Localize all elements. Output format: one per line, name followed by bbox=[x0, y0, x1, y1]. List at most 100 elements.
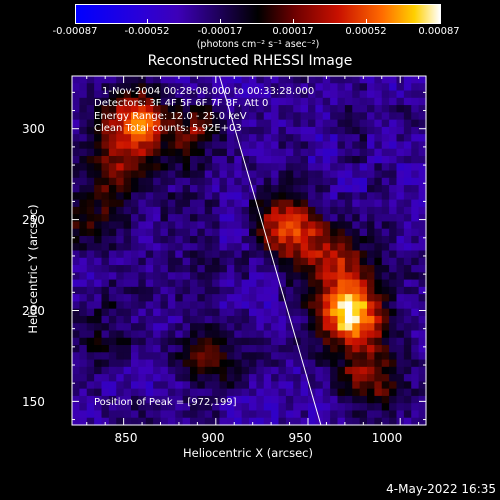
heatmap-cell bbox=[145, 170, 154, 179]
heatmap-cell bbox=[241, 294, 250, 302]
heatmap-cell bbox=[359, 214, 368, 223]
heatmap-cell bbox=[167, 83, 176, 92]
heatmap-cell bbox=[418, 148, 427, 157]
heatmap-cell bbox=[315, 352, 324, 361]
heatmap-cell bbox=[226, 185, 235, 193]
heatmap-cell bbox=[86, 257, 95, 266]
heatmap-cell bbox=[300, 141, 309, 150]
heatmap-cell bbox=[344, 206, 353, 215]
heatmap-cell bbox=[278, 308, 287, 317]
heatmap-cell bbox=[138, 403, 147, 412]
heatmap-cell bbox=[330, 76, 339, 84]
heatmap-cell bbox=[190, 403, 198, 412]
heatmap-cell bbox=[337, 374, 346, 382]
heatmap-cell bbox=[344, 315, 353, 324]
heatmap-cell bbox=[285, 83, 294, 92]
heatmap-cell bbox=[403, 388, 412, 397]
heatmap-cell bbox=[182, 126, 191, 135]
heatmap-cell bbox=[86, 345, 95, 353]
heatmap-cell bbox=[108, 97, 117, 106]
heatmap-cell bbox=[381, 301, 390, 310]
heatmap-cell bbox=[411, 170, 420, 179]
heatmap-cell bbox=[241, 134, 250, 143]
heatmap-cell bbox=[72, 308, 80, 317]
heatmap-cell bbox=[344, 301, 353, 310]
heatmap-cell bbox=[315, 381, 324, 390]
heatmap-cell bbox=[138, 395, 147, 404]
heatmap-cell bbox=[389, 323, 398, 332]
heatmap-cell bbox=[234, 97, 243, 106]
heatmap-cell bbox=[94, 410, 103, 419]
heatmap-cell bbox=[285, 265, 294, 273]
heatmap-cell bbox=[403, 214, 412, 223]
heatmap-cell bbox=[374, 352, 383, 361]
heatmap-cell bbox=[108, 345, 117, 353]
heatmap-cell bbox=[182, 279, 191, 288]
heatmap-cell bbox=[72, 403, 80, 412]
heatmap-cell bbox=[123, 403, 132, 412]
heatmap-cell bbox=[308, 374, 316, 382]
heatmap-cell bbox=[374, 294, 383, 302]
heatmap-cell bbox=[101, 112, 110, 121]
heatmap-cell bbox=[256, 410, 265, 419]
heatmap-cell bbox=[86, 83, 95, 92]
heatmap-cell bbox=[145, 192, 154, 201]
heatmap-cell bbox=[278, 337, 287, 346]
heatmap-cell bbox=[249, 417, 257, 426]
heatmap-cell bbox=[197, 148, 206, 157]
heatmap-cell bbox=[374, 243, 383, 252]
heatmap-cell bbox=[175, 366, 184, 375]
heatmap-cell bbox=[175, 177, 184, 186]
heatmap-cell bbox=[352, 185, 361, 193]
heatmap-cell bbox=[249, 235, 257, 244]
heatmap-cell bbox=[234, 192, 243, 201]
heatmap-cell bbox=[359, 308, 368, 317]
heatmap-cell bbox=[308, 286, 316, 295]
heatmap-cell bbox=[160, 170, 169, 179]
heatmap-cell bbox=[131, 112, 139, 121]
heatmap-cell bbox=[167, 185, 176, 193]
heatmap-cell bbox=[300, 257, 309, 266]
heatmap-cell bbox=[226, 265, 235, 273]
heatmap-cell bbox=[131, 294, 139, 302]
heatmap-cell bbox=[293, 323, 302, 332]
heatmap-cell bbox=[226, 308, 235, 317]
heatmap-cell bbox=[403, 417, 412, 426]
heatmap-cell bbox=[300, 105, 309, 113]
heatmap-cell bbox=[389, 337, 398, 346]
heatmap-cell bbox=[249, 272, 257, 281]
heatmap-cell bbox=[145, 141, 154, 150]
heatmap-cell bbox=[197, 410, 206, 419]
heatmap-cell bbox=[190, 410, 198, 419]
colorbar-tick bbox=[366, 19, 367, 23]
heatmap-cell bbox=[396, 155, 405, 164]
heatmap-cell bbox=[337, 257, 346, 266]
heatmap-cell bbox=[418, 177, 427, 186]
heatmap-cell bbox=[86, 155, 95, 164]
heatmap-cell bbox=[352, 395, 361, 404]
heatmap-cell bbox=[411, 410, 420, 419]
heatmap-cell bbox=[190, 257, 198, 266]
heatmap-cell bbox=[101, 206, 110, 215]
heatmap-cell bbox=[190, 83, 198, 92]
heatmap-cell bbox=[285, 388, 294, 397]
heatmap-cell bbox=[300, 272, 309, 281]
heatmap-cell bbox=[418, 185, 427, 193]
heatmap-cell bbox=[403, 395, 412, 404]
heatmap-cell bbox=[403, 163, 412, 172]
heatmap-cell bbox=[263, 76, 272, 84]
heatmap-cell bbox=[175, 345, 184, 353]
heatmap-cell bbox=[411, 177, 420, 186]
heatmap-cell bbox=[411, 301, 420, 310]
heatmap-cell bbox=[160, 177, 169, 186]
heatmap-cell bbox=[271, 250, 280, 259]
heatmap-cell bbox=[160, 294, 169, 302]
heatmap-cell bbox=[219, 352, 228, 361]
heatmap-cell bbox=[86, 265, 95, 273]
heatmap-cell bbox=[256, 243, 265, 252]
heatmap-cell bbox=[182, 155, 191, 164]
heatmap-cell bbox=[145, 155, 154, 164]
heatmap-cell bbox=[403, 243, 412, 252]
heatmap-cell bbox=[167, 90, 176, 99]
heatmap-cell bbox=[219, 257, 228, 266]
